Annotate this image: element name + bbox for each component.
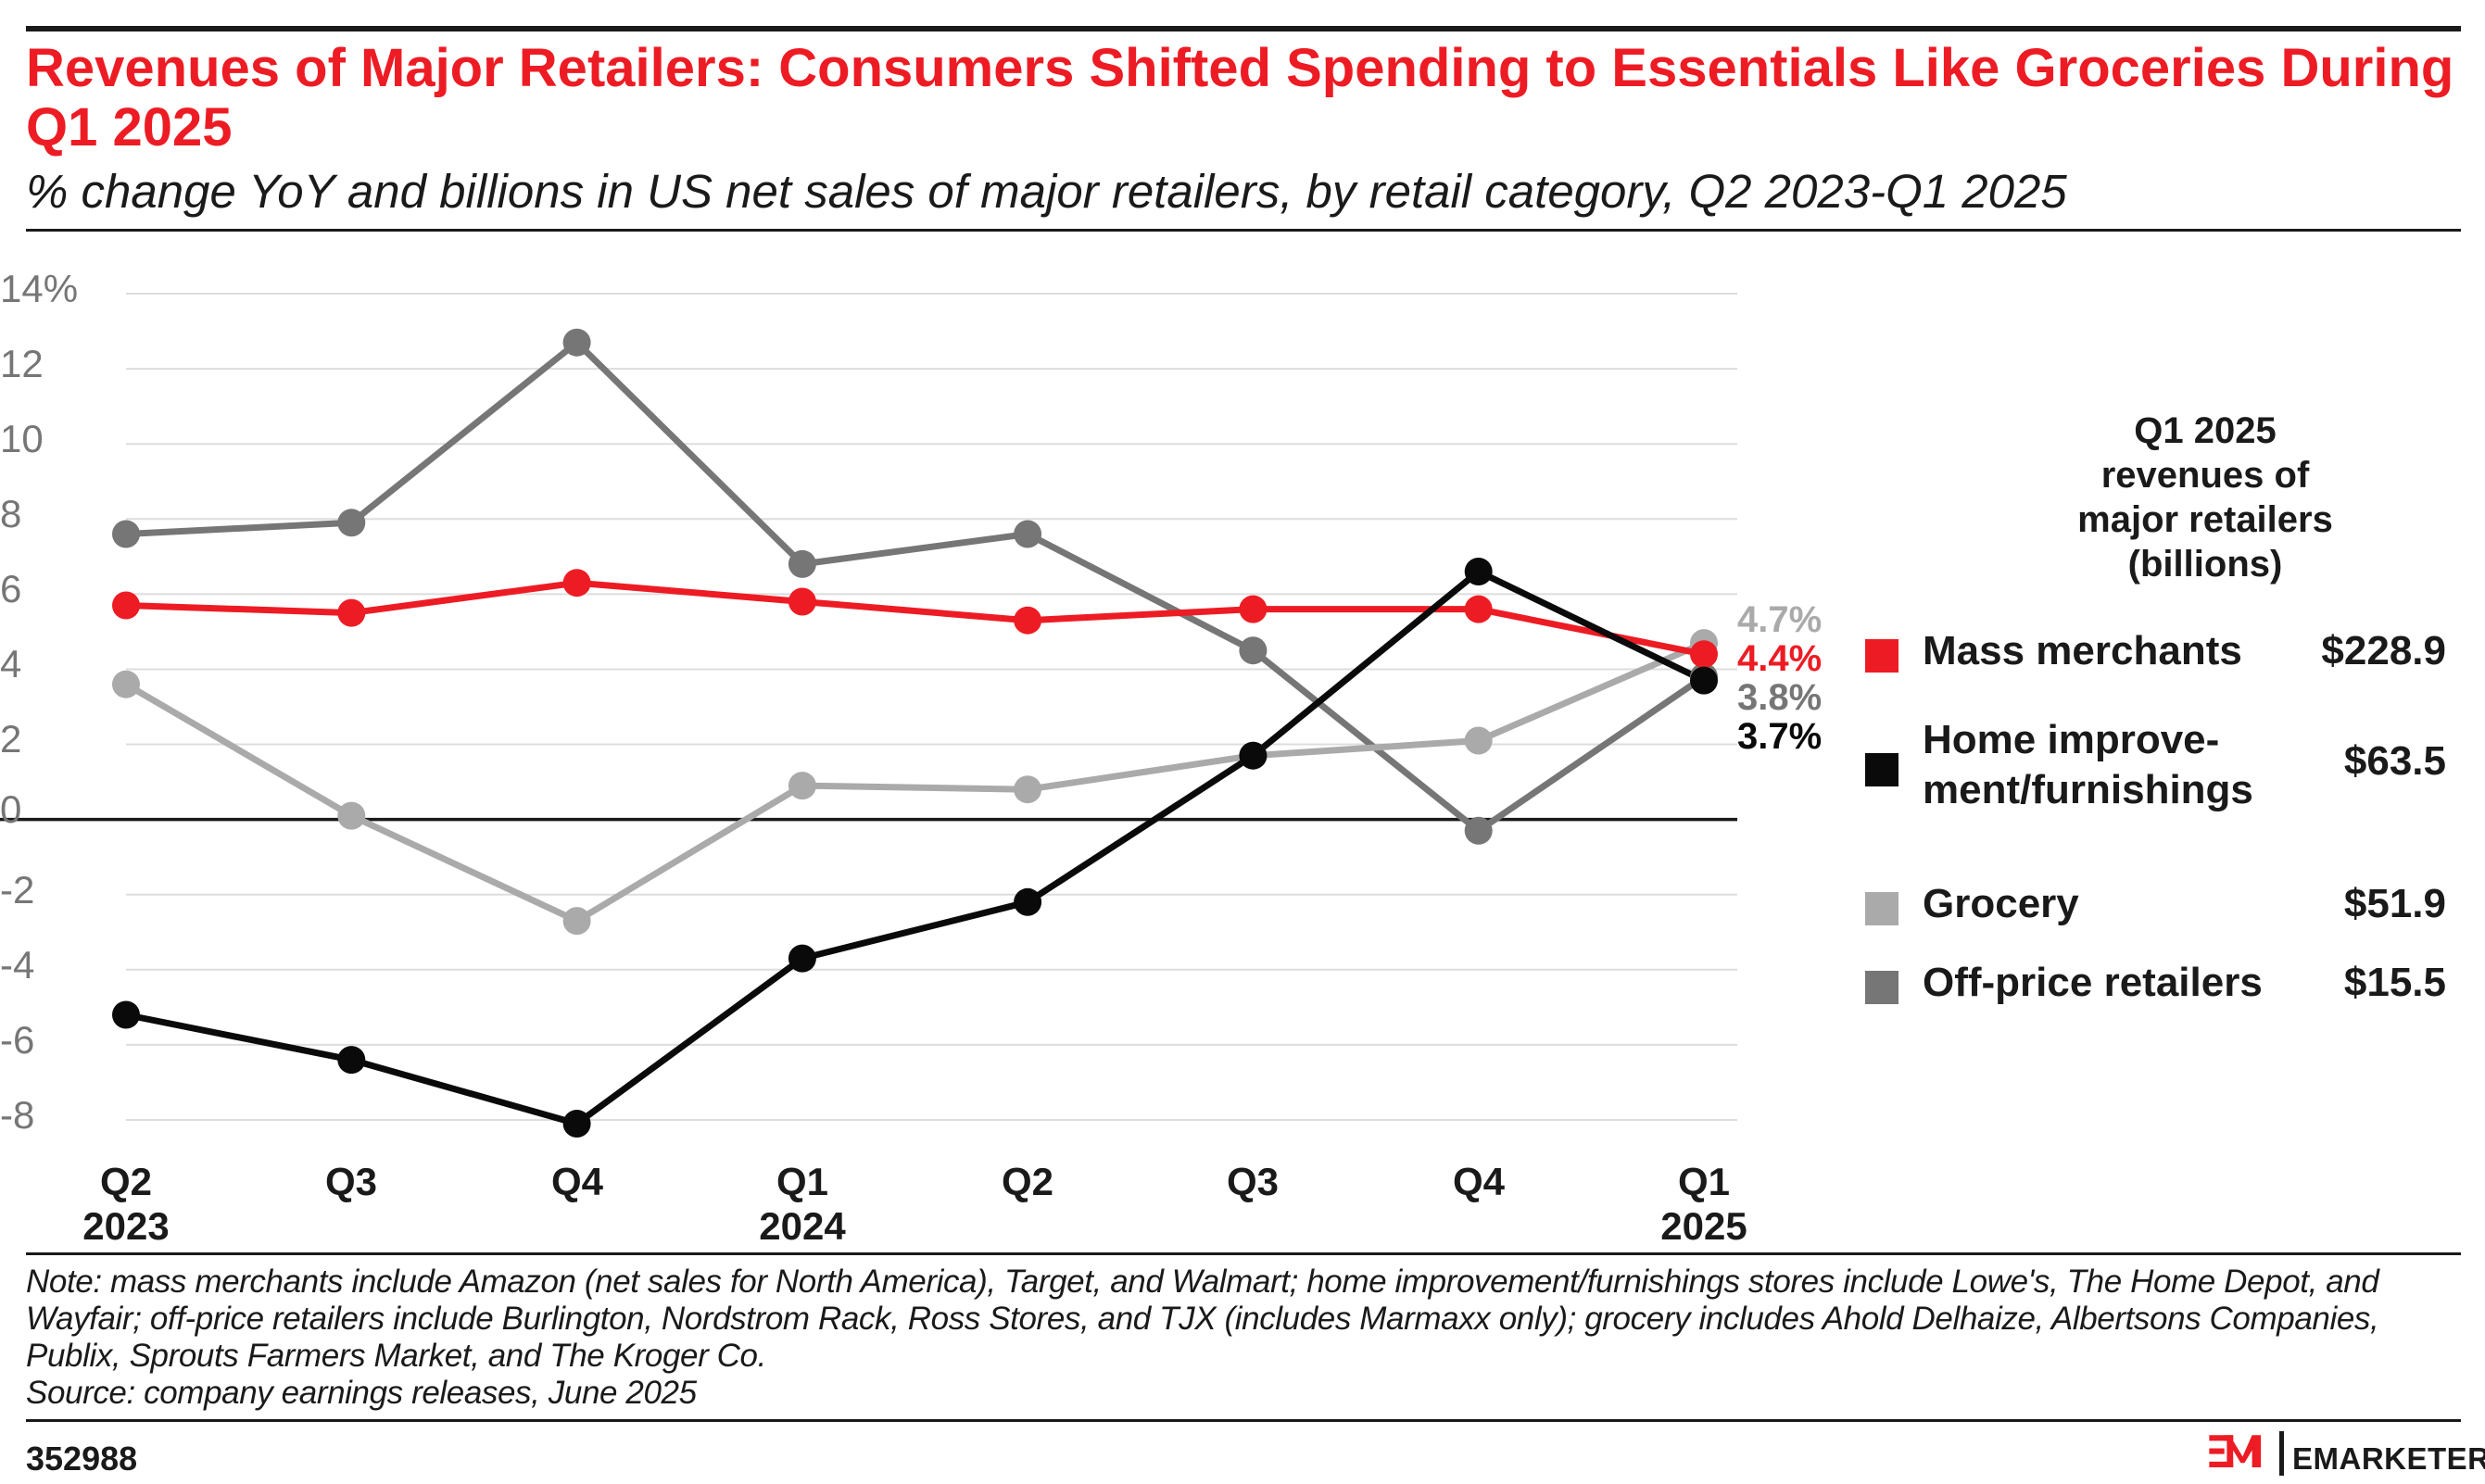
svg-text:3.8%: 3.8% — [1737, 677, 1822, 718]
svg-text:4.7%: 4.7% — [1737, 599, 1822, 640]
svg-text:3.7%: 3.7% — [1737, 716, 1822, 757]
svg-text:4.4%: 4.4% — [1737, 638, 1822, 679]
